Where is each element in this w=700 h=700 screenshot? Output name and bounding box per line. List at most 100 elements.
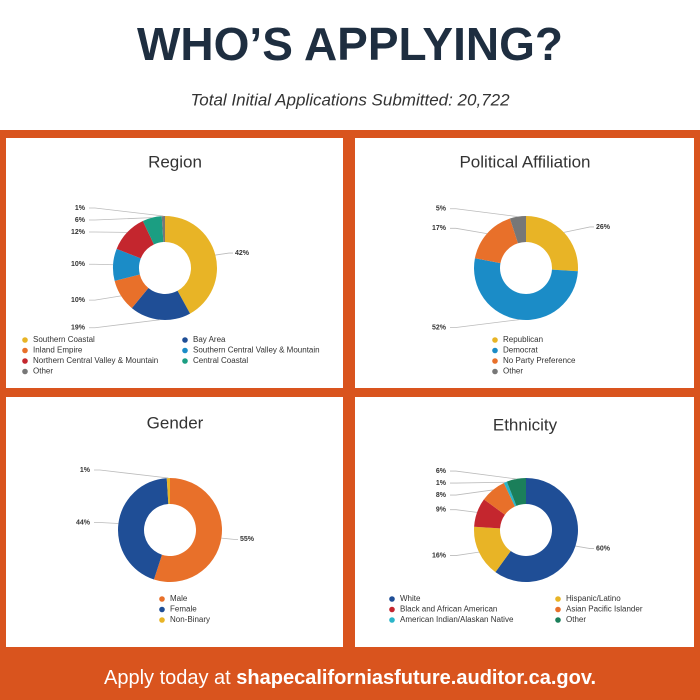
legend-label: White <box>400 594 421 603</box>
legend-label: No Party Preference <box>503 356 576 365</box>
data-label: 1% <box>436 480 447 487</box>
donut-slice <box>526 216 578 272</box>
leader-line <box>89 295 122 301</box>
legend-label: Democrat <box>503 346 538 355</box>
donut-slice <box>483 482 515 515</box>
legend-label: Southern Coastal <box>33 335 95 344</box>
legend-swatch <box>492 347 498 354</box>
donut-slice <box>142 216 164 245</box>
legend-swatch <box>389 617 395 623</box>
leader-line <box>94 522 119 524</box>
data-label: 10% <box>71 261 86 268</box>
leader-line <box>450 319 520 328</box>
legend-label: Other <box>33 367 53 376</box>
chart-title: Political Affiliation <box>459 152 590 171</box>
legend-swatch <box>555 617 561 623</box>
legend-label: Hispanic/Latino <box>566 594 621 603</box>
legend-swatch <box>182 358 188 364</box>
leader-line <box>450 481 506 484</box>
chart-title: Ethnicity <box>493 415 558 434</box>
leader-line <box>94 469 169 479</box>
legend-swatch <box>492 337 498 343</box>
leader-line <box>89 263 114 266</box>
data-label: 1% <box>80 467 91 474</box>
legend-swatch <box>159 596 165 602</box>
legend-swatch <box>22 358 28 364</box>
donut-slice <box>113 248 141 281</box>
legend-label: Male <box>170 594 188 603</box>
donut-slice <box>165 216 217 314</box>
page-subtitle: Total Initial Applications Submitted: 20… <box>190 90 510 109</box>
donut-slice <box>495 478 579 583</box>
leader-line <box>450 551 480 556</box>
data-label: 12% <box>71 229 86 236</box>
leader-line <box>450 470 517 480</box>
data-label: 44% <box>76 519 91 526</box>
donut-slice <box>114 274 149 309</box>
legend-swatch <box>159 617 165 623</box>
legend-label: Republican <box>503 335 543 344</box>
data-label: 10% <box>71 297 86 304</box>
data-label: 42% <box>235 250 250 257</box>
leader-line <box>450 509 478 513</box>
data-label: 6% <box>75 217 86 224</box>
panel <box>355 138 694 388</box>
panel <box>355 397 694 647</box>
legend-swatch <box>555 606 561 613</box>
donut-slice <box>503 481 517 507</box>
leader-line <box>575 545 594 549</box>
legend-label: Northern Central Valley & Mountain <box>33 356 158 365</box>
data-label: 1% <box>75 205 86 212</box>
chart-title: Gender <box>147 413 204 432</box>
legend-label: Female <box>170 605 197 614</box>
leader-line <box>215 252 233 256</box>
donut-slice <box>153 478 222 583</box>
donut-slice <box>474 258 578 320</box>
legend-label: Southern Central Valley & Mountain <box>193 346 320 355</box>
data-label: 9% <box>436 507 447 514</box>
legend-label: Inland Empire <box>33 346 83 355</box>
donut-slice <box>166 478 170 505</box>
donut-slice <box>473 526 511 573</box>
legend-swatch <box>492 358 498 364</box>
legend-swatch <box>555 596 561 602</box>
leader-line <box>450 208 518 218</box>
panel <box>6 397 343 647</box>
legend-swatch <box>182 337 188 343</box>
donut-slice <box>506 478 526 506</box>
data-label: 19% <box>71 325 86 332</box>
page-title: WHO’S APPLYING? <box>137 18 563 70</box>
legend-label: Other <box>566 615 586 624</box>
legend-label: American Indian/Alaskan Native <box>400 615 514 624</box>
donut-slice <box>161 216 165 243</box>
legend-swatch <box>22 368 28 375</box>
legend-label: Other <box>503 367 523 376</box>
legend-swatch <box>389 596 395 602</box>
legend-swatch <box>22 347 28 354</box>
footer-link[interactable]: shapecaliforniasfuture.auditor.ca.gov. <box>236 667 596 689</box>
data-label: 17% <box>432 225 447 232</box>
donut-slice <box>509 216 526 244</box>
donut-slice <box>118 478 169 580</box>
data-label: 5% <box>436 206 447 213</box>
legend-label: Asian Pacific Islander <box>566 605 643 614</box>
leader-line <box>89 319 161 329</box>
donut-slice <box>116 220 154 259</box>
leader-line <box>89 207 164 217</box>
legend-swatch <box>389 606 395 613</box>
data-label: 52% <box>432 324 447 331</box>
donut-slice <box>474 218 518 264</box>
leader-line <box>89 217 153 221</box>
legend-label: Non-Binary <box>170 615 210 624</box>
legend-swatch <box>22 337 28 343</box>
leader-line <box>450 489 493 496</box>
footer: Apply today at shapecaliforniasfuture.au… <box>104 667 596 689</box>
donut-slice <box>474 499 505 529</box>
legend-swatch <box>492 368 498 375</box>
panel <box>6 138 343 388</box>
leader-line <box>221 537 238 540</box>
leader-line <box>450 227 488 235</box>
legend-swatch <box>182 347 188 354</box>
leader-line <box>563 226 594 233</box>
